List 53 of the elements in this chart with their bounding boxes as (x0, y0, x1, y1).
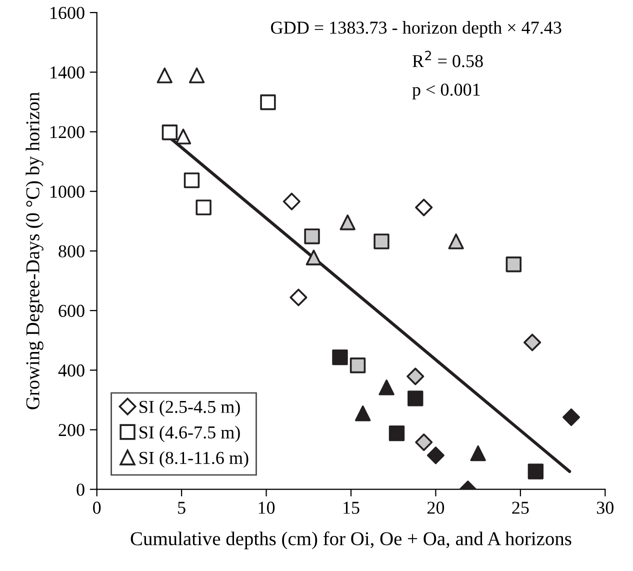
y-tick-label: 1200 (50, 126, 84, 138)
point (378, 380, 394, 396)
y-tick-label: 0 (76, 484, 84, 496)
point (156, 68, 172, 84)
legend-label: SI (2.5-4.5 m) (140, 400, 240, 417)
x-tick-label: 10 (258, 502, 275, 514)
point (524, 334, 542, 352)
point (426, 446, 444, 464)
annotation: R$^{2}$ = 0.58 (412, 50, 483, 68)
point (415, 198, 433, 216)
point (350, 358, 366, 374)
point (415, 434, 433, 452)
point (332, 349, 348, 366)
y-tick-label: 1400 (50, 66, 84, 79)
point (470, 445, 486, 462)
point (448, 234, 464, 250)
point (290, 288, 308, 306)
legend-label: SI (4.6-7.5 m) (140, 426, 240, 442)
point (406, 368, 424, 386)
point (260, 94, 276, 110)
point (282, 192, 300, 210)
point (184, 172, 200, 188)
x-tick-label: 25 (512, 502, 529, 514)
y-axis-title: Growing Degree-Days (0 °C) by horizon (26, 92, 44, 410)
x-tick-label: 30 (596, 502, 614, 514)
annotation: p < 0.001 (412, 84, 480, 100)
y-tick-label: 600 (58, 304, 84, 317)
y-tick-label: 800 (58, 245, 84, 258)
legend-label: SI (8.1-11.6 m) (140, 451, 248, 468)
point (196, 200, 212, 216)
y-tick-label: 200 (58, 424, 84, 436)
point (162, 124, 178, 140)
y-tick-label: 1600 (50, 6, 84, 20)
x-tick-label: 15 (344, 502, 360, 514)
y-tick-label: 400 (58, 364, 84, 377)
point (355, 406, 371, 422)
point (562, 408, 580, 426)
annotation: GDD = 1383.73 - horizon depth × 47.43 (271, 21, 562, 38)
point (388, 425, 405, 442)
point (506, 256, 522, 272)
point (340, 214, 356, 230)
x-tick-label: 20 (427, 502, 444, 514)
y-tick-label: 1000 (50, 186, 84, 198)
point (304, 228, 320, 244)
x-tick-label: 0 (93, 502, 101, 514)
point (528, 464, 544, 480)
point (306, 250, 322, 266)
point (188, 68, 205, 84)
point (175, 128, 192, 144)
x-tick-label: 5 (178, 502, 186, 514)
point (408, 390, 424, 406)
point (374, 234, 390, 250)
x-axis-title: Cumulative depths (cm) for Oi, Oe + Oa, and A horizons (130, 531, 572, 550)
